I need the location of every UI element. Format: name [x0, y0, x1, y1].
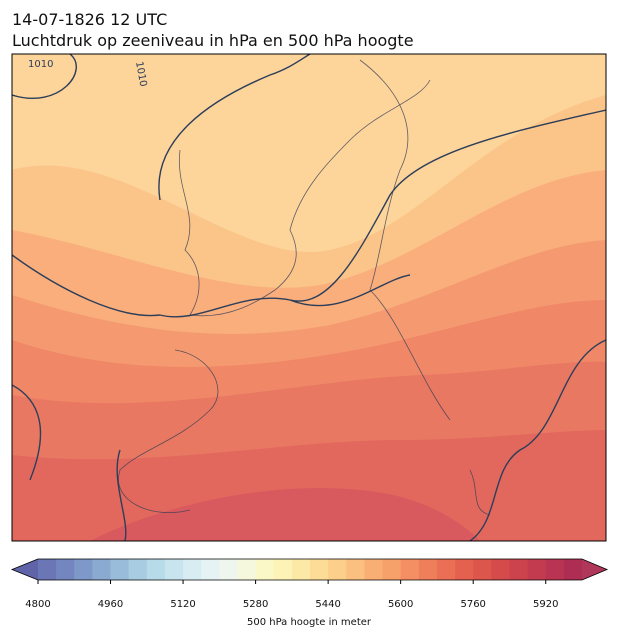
colorbar-segment	[491, 559, 510, 580]
colorbar-tick-label: 5920	[533, 599, 558, 610]
colorbar-tick-label: 5120	[170, 599, 195, 610]
colorbar-extend-high	[582, 559, 607, 580]
colorbar-segment	[563, 559, 583, 580]
contour-label: 1010	[133, 61, 148, 88]
colorbar-segment	[255, 559, 275, 580]
colorbar-tick-label: 5440	[315, 599, 340, 610]
colorbar-tick-label: 4800	[25, 599, 50, 610]
colorbar-segment	[382, 559, 402, 580]
colorbar-outline	[10, 558, 609, 581]
colorbar-segment	[346, 559, 365, 580]
colorbar-tick-label: 5600	[388, 599, 413, 610]
colorbar-segment	[418, 559, 438, 580]
colorbar-segment	[473, 559, 492, 580]
colorbar-segment	[527, 559, 547, 580]
colorbar: 4800 4960 5120 5280 5440 5600 5760 5920	[10, 558, 609, 610]
date: 14-07-1826 12 UTC	[12, 10, 167, 29]
colorbar-tick-label: 5760	[460, 599, 485, 610]
contour-label: 1010	[28, 59, 53, 70]
colorbar-segment	[237, 559, 257, 580]
map: 1010 1010	[12, 54, 606, 541]
colorbar-segment	[38, 559, 57, 580]
title: Luchtdruk op zeeniveau in hPa en 500 hPa…	[12, 31, 414, 50]
colorbar-segment	[364, 559, 384, 580]
colorbar-segment	[146, 559, 166, 580]
colorbar-extend-low	[12, 559, 38, 580]
colorbar-segment	[291, 559, 311, 580]
colorbar-segment	[74, 559, 93, 580]
colorbar-label: 500 hPa hoogte in meter	[247, 617, 372, 628]
colorbar-segment	[310, 559, 329, 580]
colorbar-tick-label: 4960	[98, 599, 123, 610]
colorbar-tick-label: 5280	[243, 599, 268, 610]
colorbar-segment	[128, 559, 148, 580]
colorbar-segment	[183, 559, 202, 580]
colorbar-segment	[273, 559, 293, 580]
colorbar-segment	[110, 559, 130, 580]
colorbar-segment	[545, 559, 565, 580]
map-frame	[11, 53, 607, 542]
colorbar-segment	[436, 559, 456, 580]
colorbar-segment	[164, 559, 184, 580]
colorbar-segment	[509, 559, 529, 580]
colorbar-segment	[328, 559, 347, 580]
colorbar-segment	[219, 559, 238, 580]
colorbar-segment	[92, 559, 112, 580]
colorbar-segment	[455, 559, 474, 580]
colorbar-segment	[56, 559, 75, 580]
colorbar-segment	[400, 559, 420, 580]
colorbar-segment	[201, 559, 220, 580]
